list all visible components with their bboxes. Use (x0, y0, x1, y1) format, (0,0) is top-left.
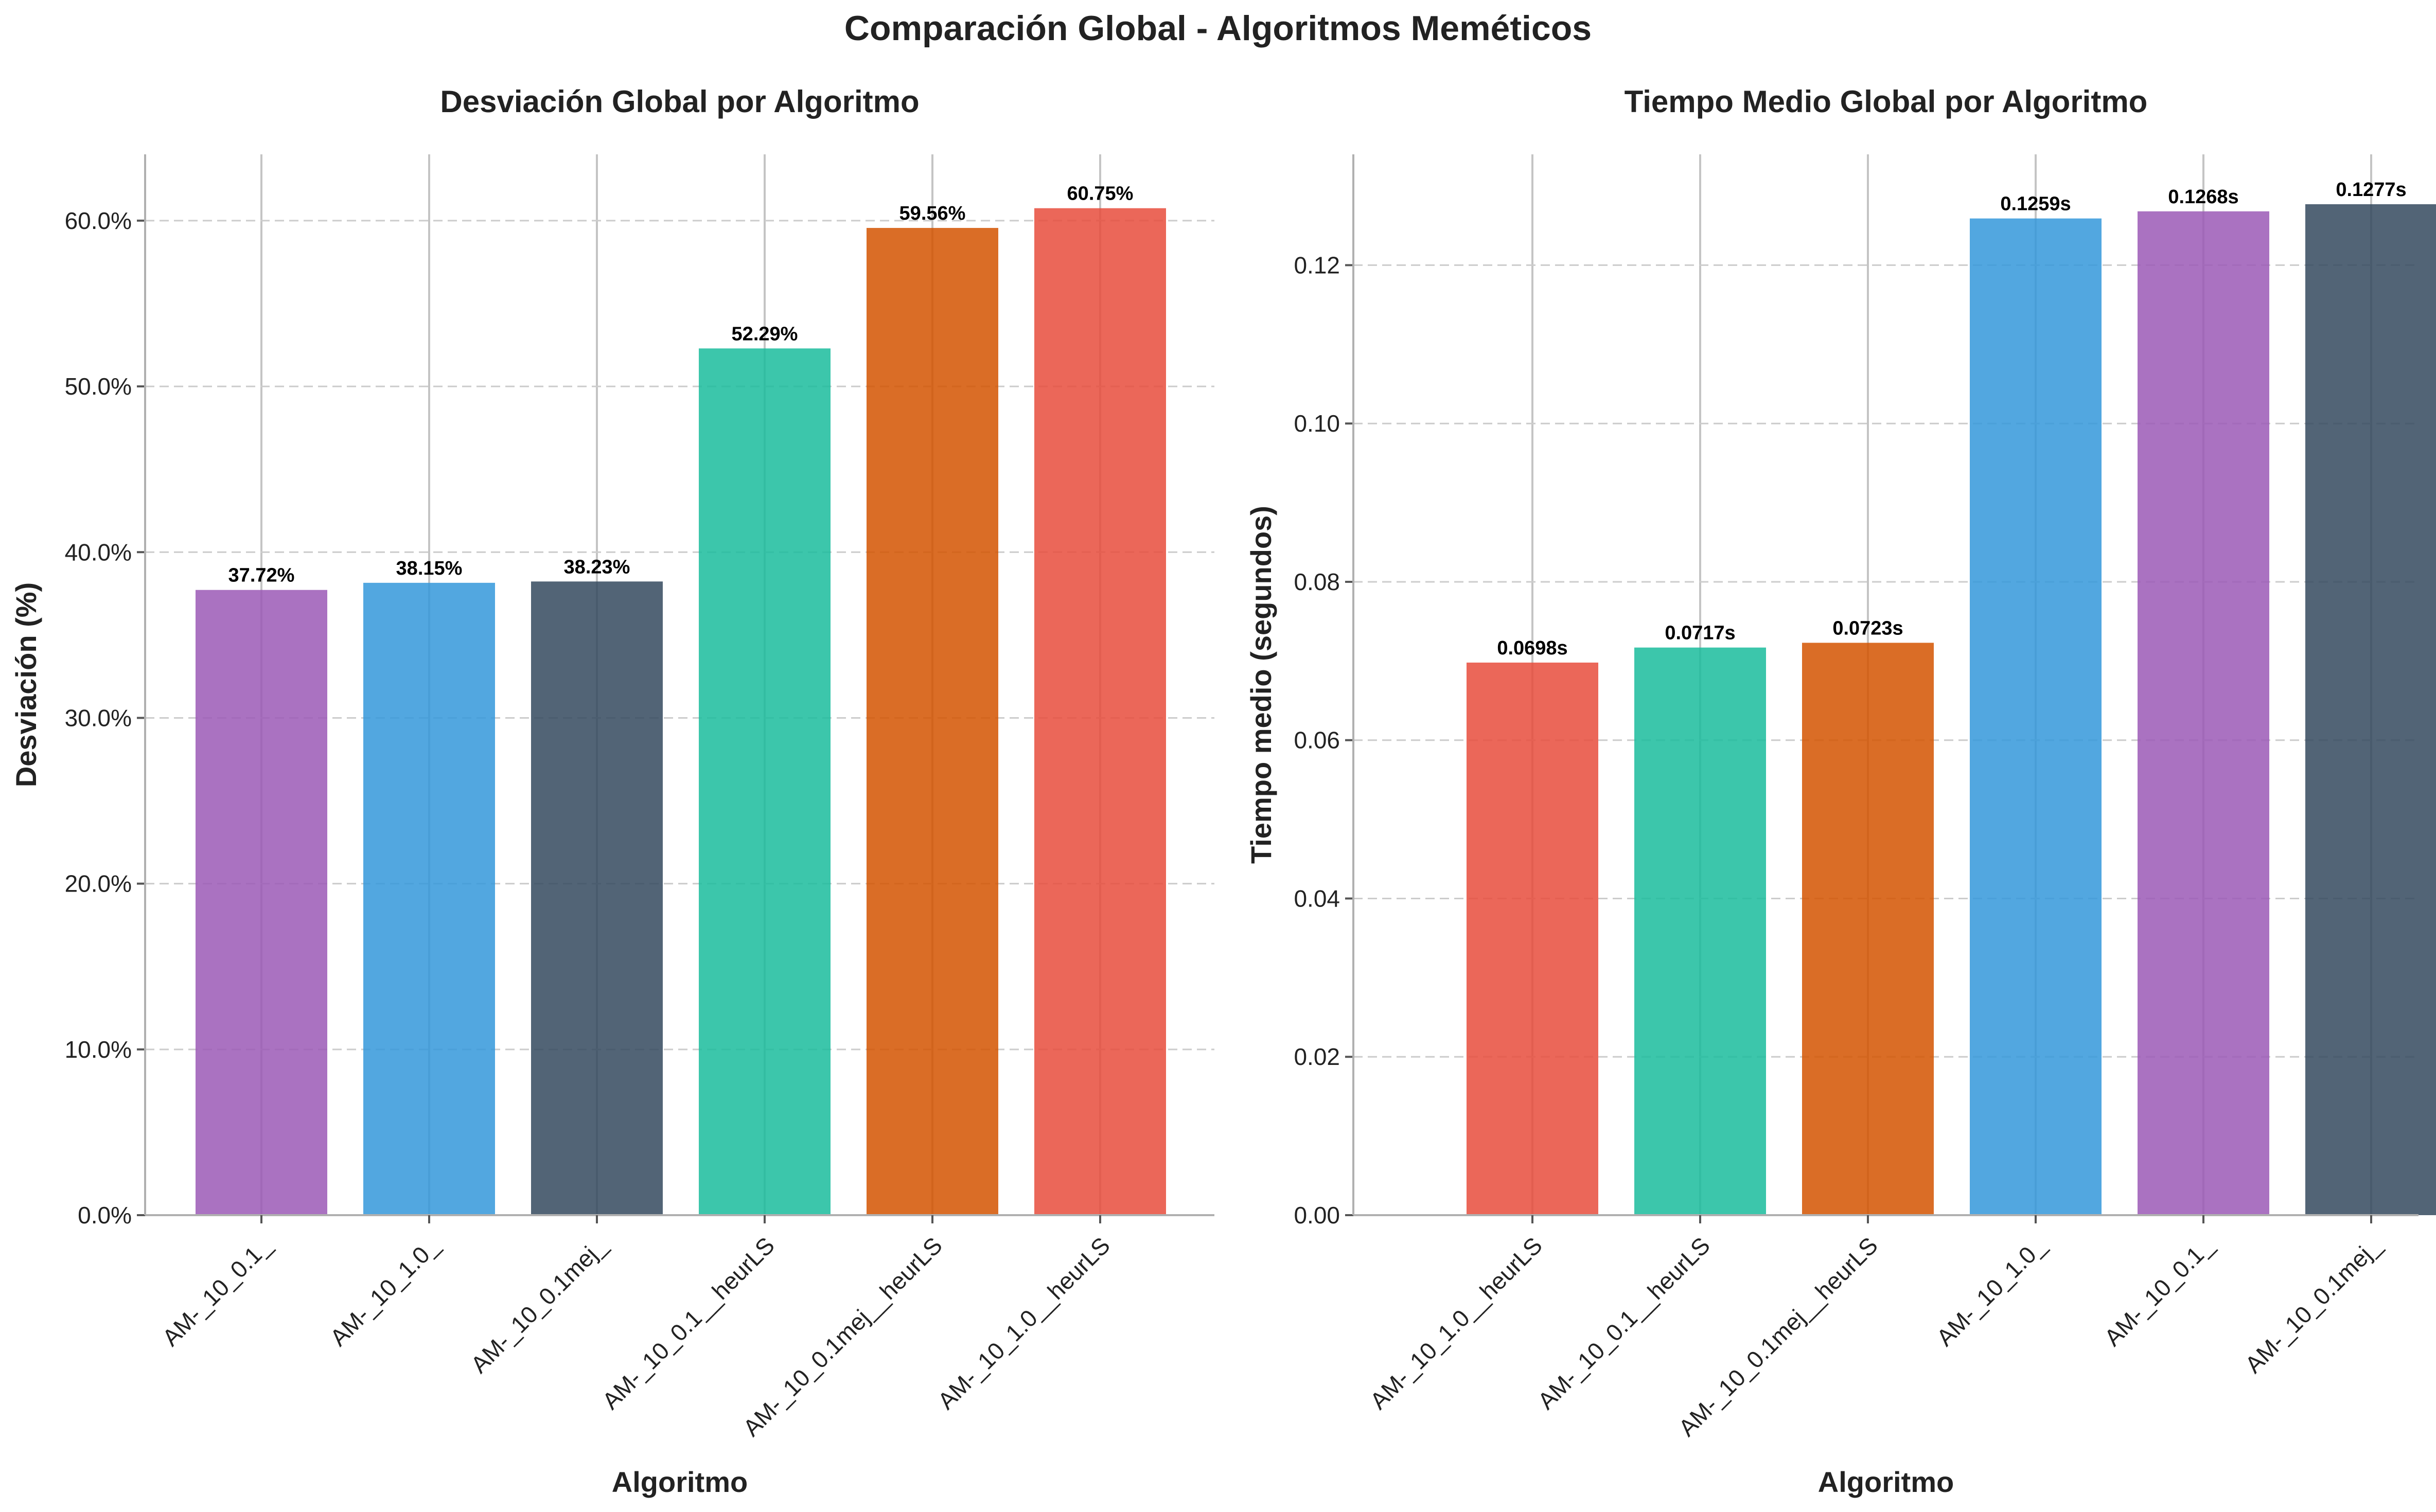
x-tick-label: AM-_10_0.1__heurLS (1532, 1232, 1715, 1414)
bar (1467, 662, 1598, 1215)
bar (1970, 218, 2102, 1215)
y-tick-label: 0.06 (1294, 727, 1340, 754)
data-label: 0.0698s (1497, 637, 1567, 659)
bar (2305, 204, 2436, 1215)
x-axis-label: Algoritmo (612, 1466, 748, 1498)
bar (196, 590, 327, 1215)
y-tick-label: 0.10 (1294, 410, 1340, 437)
y-tick-label: 40.0% (65, 539, 132, 565)
bar (867, 228, 998, 1215)
y-tick-label: 0.12 (1294, 252, 1340, 278)
x-tick-label: AM-_10_0.1mej_ (466, 1231, 612, 1378)
y-tick-label: 0.08 (1294, 568, 1340, 595)
bar (363, 582, 495, 1215)
y-axis-label: Tiempo medio (segundos) (1245, 506, 1277, 864)
data-label: 37.72% (228, 565, 295, 586)
figure-title: Comparación Global - Algoritmos Memético… (844, 9, 1592, 48)
chart-title: Desviación Global por Algoritmo (440, 84, 919, 119)
data-label: 38.23% (564, 556, 630, 578)
data-label: 0.0723s (1832, 617, 1903, 639)
y-tick-label: 0.00 (1294, 1202, 1340, 1229)
x-tick-label: AM-_10_0.1mej__heurLS (738, 1232, 947, 1441)
bar (2138, 211, 2269, 1215)
x-tick-label: AM-_10_0.1__heurLS (597, 1232, 780, 1414)
x-tick-label: AM-_10_0.1mej__heurLS (1673, 1232, 1883, 1441)
deviation-chart: 0.0% 10.0% 20.0% 30.0% 40.0% 50.0% 60.0% 37.72%… (10, 84, 1214, 1498)
x-tick-label: AM-_10_0.1_ (2099, 1231, 2219, 1351)
data-label: 59.56% (899, 203, 966, 224)
x-tick-label: AM-_10_0.1mej_ (2240, 1231, 2387, 1378)
x-tick-label: AM-_10_1.0__heurLS (1365, 1232, 1547, 1414)
data-label: 0.1277s (2336, 179, 2406, 201)
y-tick-label: 10.0% (65, 1036, 132, 1063)
chart-title: Tiempo Medio Global por Algoritmo (1625, 84, 2148, 119)
data-label: 0.0717s (1665, 622, 1735, 644)
x-tick-label: AM-_10_1.0_ (325, 1231, 445, 1351)
x-axis-label: Algoritmo (1818, 1466, 1954, 1498)
data-label: 0.1259s (2000, 193, 2071, 215)
data-label: 38.15% (396, 558, 463, 579)
y-tick-label: 0.02 (1294, 1043, 1340, 1070)
y-tick-label: 20.0% (65, 870, 132, 897)
y-tick-label: 50.0% (65, 373, 132, 400)
bar (531, 581, 663, 1215)
time-chart: 0.00 0.02 0.04 0.06 0.08 0.10 0.12 0.0698s 0.071… (1245, 84, 2436, 1498)
x-tick-label: AM-_10_1.0_ (1931, 1231, 2051, 1351)
bar (1634, 647, 1766, 1215)
bar (699, 348, 831, 1216)
y-tick-label: 0.04 (1294, 885, 1340, 912)
y-tick-label: 60.0% (65, 207, 132, 234)
y-tick-label: 0.0% (78, 1202, 132, 1229)
data-label: 52.29% (732, 323, 798, 345)
bar (1034, 208, 1166, 1215)
y-tick-label: 30.0% (65, 704, 132, 731)
data-label: 0.1268s (2168, 186, 2238, 208)
bar (1802, 643, 1934, 1215)
data-label: 60.75% (1067, 183, 1134, 205)
x-tick-label: AM-_10_1.0__heurLS (932, 1232, 1115, 1414)
y-axis-label: Desviación (%) (10, 582, 42, 787)
x-tick-label: AM-_10_0.1_ (157, 1231, 277, 1351)
